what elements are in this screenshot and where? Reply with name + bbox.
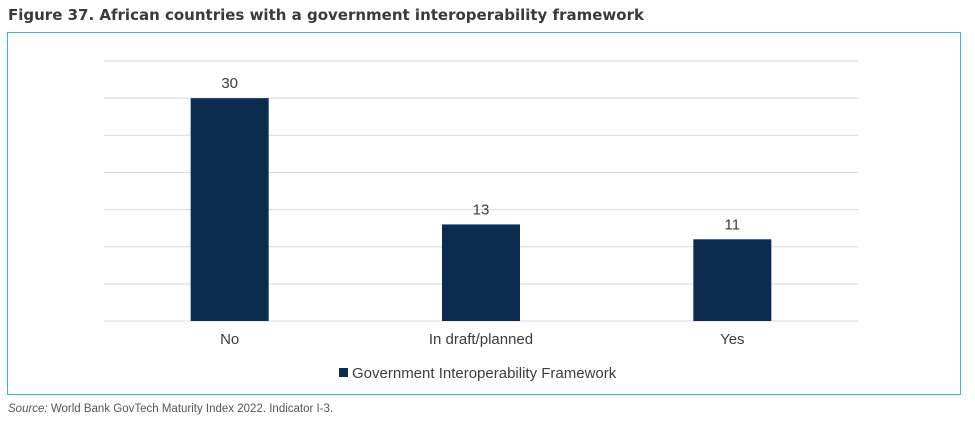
data-label: 13 <box>473 201 490 218</box>
data-label: 11 <box>725 216 741 233</box>
chart-frame: 30 13 11 No In draft/planned Yes Government … <box>7 32 961 395</box>
source-note: Source: World Bank GovTech Maturity Inde… <box>8 403 333 415</box>
bar-yes <box>693 239 772 321</box>
bars <box>190 98 772 322</box>
x-tick-label: In draft/planned <box>429 331 533 348</box>
source-label: Source: <box>8 403 48 415</box>
legend-swatch <box>339 368 348 377</box>
source-text: World Bank GovTech Maturity Index 2022. … <box>47 403 334 415</box>
data-label: 30 <box>221 75 238 92</box>
x-tick-labels: No In draft/planned Yes <box>220 331 745 348</box>
legend-label: Government Interoperability Framework <box>352 365 617 382</box>
legend: Government Interoperability Framework <box>339 365 617 382</box>
x-tick-label: Yes <box>720 331 744 348</box>
data-labels: 30 13 11 <box>221 75 740 233</box>
bar-chart: 30 13 11 No In draft/planned Yes Government … <box>104 60 858 382</box>
x-tick-label: No <box>220 331 239 348</box>
bar-in-draft-planned <box>442 224 520 321</box>
figure-title: Figure 37. African countries with a gove… <box>8 6 644 24</box>
bar-no <box>190 98 269 322</box>
